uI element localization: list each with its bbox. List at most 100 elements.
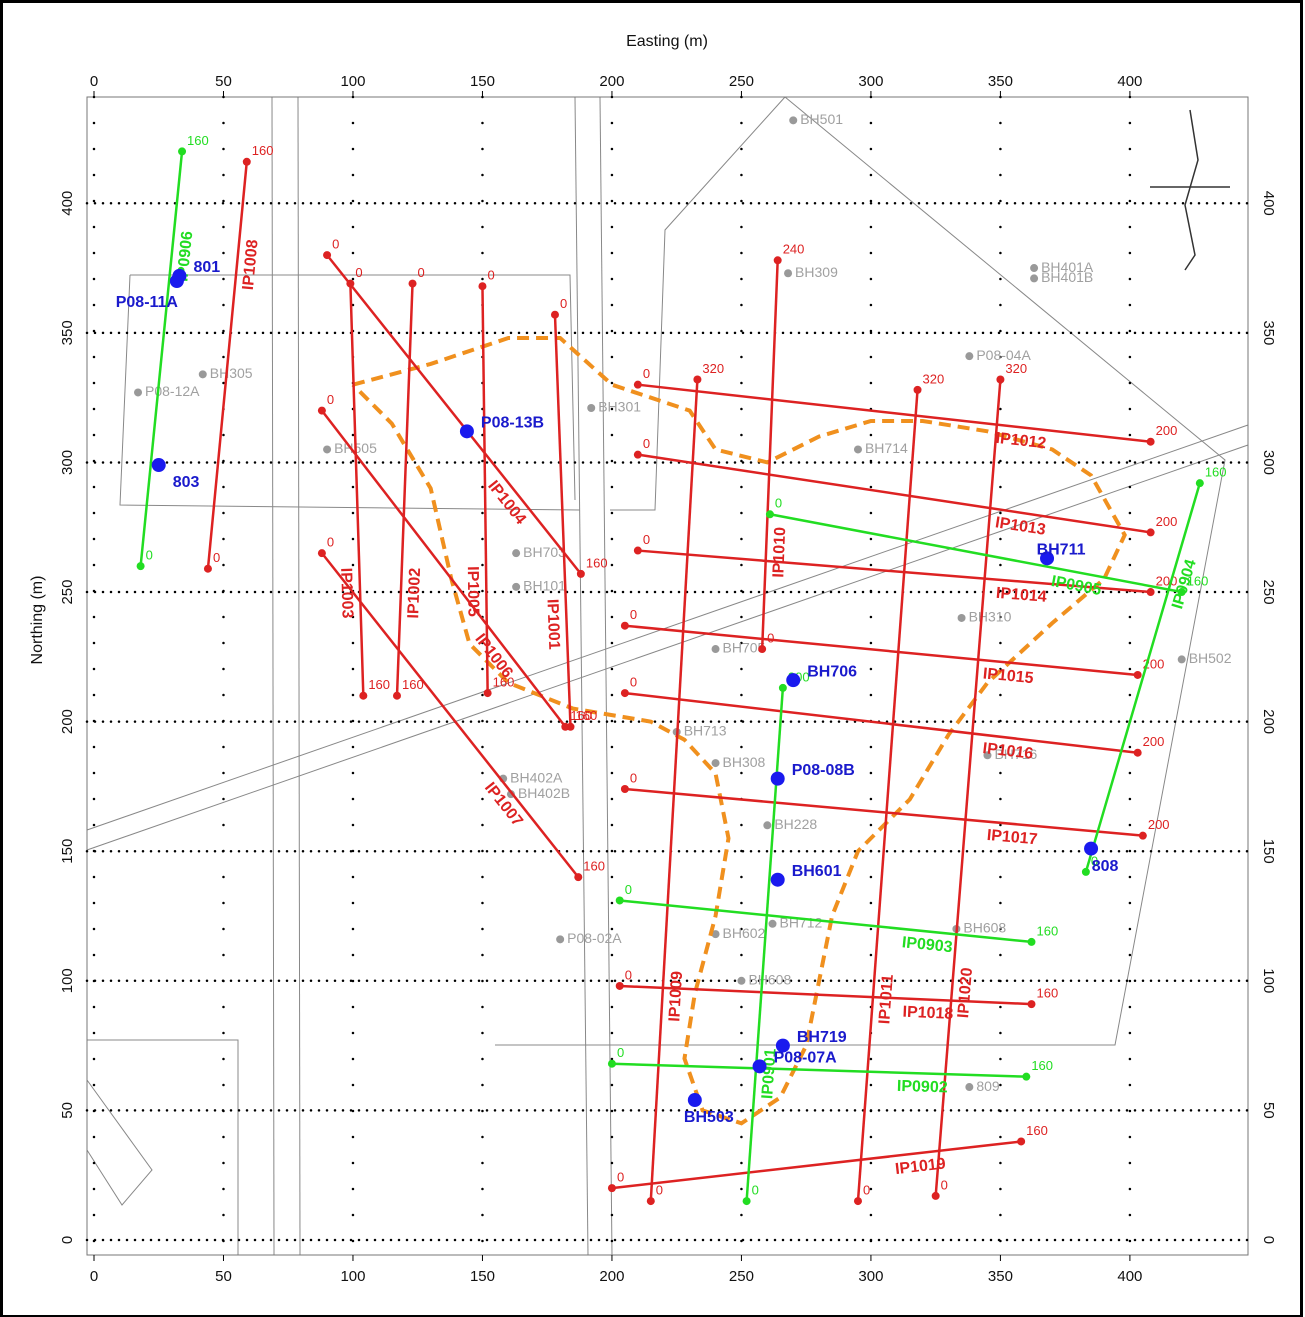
line-name: IP1018 [902,1004,954,1023]
line-vertex [478,282,486,290]
chainage-label: 160 [570,708,592,723]
chainage-label: 0 [643,436,650,451]
feature-point [1178,655,1186,663]
line-name: IP1009 [666,971,686,1023]
x-tick-label: 0 [90,73,98,90]
feature-point [556,935,564,943]
chainage-label: 0 [767,630,774,645]
line-name: IP1001 [543,599,562,650]
borehole-label: P08-11A [116,294,179,311]
y-tick-label: 150 [1260,839,1277,864]
chainage-label: 0 [332,237,339,252]
chainage-label: 160 [583,859,605,874]
borehole-label: BH601 [792,863,842,880]
chainage-label: 0 [643,366,650,381]
chainage-label: 0 [630,770,637,785]
line-vertex [1027,938,1035,946]
borehole [771,873,785,887]
chainage-label: 0 [487,268,494,283]
feature-point [965,1083,973,1091]
line-vertex [621,785,629,793]
y-tick-label: 250 [59,580,76,605]
feature-label: BH101 [523,578,566,594]
line-vertex [409,280,417,288]
line-vertex [1139,832,1147,840]
line-name: IP1002 [405,567,424,618]
feature-point [1030,264,1038,272]
line-vertex [914,386,922,394]
chainage-label: 0 [630,607,637,622]
feature-point [784,269,792,277]
feature-label: BH308 [723,754,766,770]
chainage-label: 160 [586,555,608,570]
line-name: IP1005 [464,566,482,617]
x-axis-title: Easting (m) [626,33,708,50]
line-vertex [996,376,1004,384]
frame [2,2,1302,1317]
borehole-label: P08-07A [774,1050,838,1067]
line-vertex [647,1197,655,1205]
borehole-label: 808 [1092,858,1119,875]
chainage-label: 0 [630,675,637,690]
line-name: IP0902 [897,1078,948,1097]
chainage-label: 0 [656,1183,663,1198]
chainage-label: 320 [702,361,724,376]
line-vertex [932,1192,940,1200]
borehole-label: P08-08B [792,762,855,779]
line-vertex [616,982,624,990]
page: {"map": { "x_label": "Easting (m)", "y_l… [0,0,1305,1317]
chainage-label: 0 [146,548,153,563]
chainage-label: 0 [213,550,220,565]
y-tick-label: 100 [59,968,76,993]
line-vertex [1134,671,1142,679]
chainage-label: 0 [355,265,362,280]
feature-point [965,352,973,360]
chainage-label: 200 [1156,514,1178,529]
feature-label: BH402B [518,785,570,801]
feature-label: BH228 [774,816,817,832]
chainage-label: 160 [252,143,274,158]
chainage-label: 0 [863,1183,870,1198]
y-tick-label: 0 [1260,1236,1277,1244]
feature-label: BH608 [963,920,1006,936]
chainage-label: 160 [1036,923,1058,938]
x-tick-label: 100 [340,1268,365,1285]
line-vertex [393,692,401,700]
line-vertex [1147,528,1155,536]
x-tick-label: 400 [1117,1268,1142,1285]
borehole [1084,842,1098,856]
chainage-label: 160 [187,133,209,148]
y-axis-title: Northing (m) [29,576,46,665]
borehole-label: 803 [173,474,200,491]
y-tick-label: 0 [59,1236,76,1244]
feature-label: 809 [976,1078,1000,1094]
borehole-label: 801 [193,259,220,276]
chainage-label: 160 [1031,1058,1053,1073]
chainage-label: 200 [1156,423,1178,438]
line-name: IP1010 [770,527,789,578]
line-vertex [1196,479,1204,487]
feature-point [763,821,771,829]
feature-point [512,583,520,591]
feature-point [958,614,966,622]
y-tick-label: 400 [59,191,76,216]
chainage-label: 0 [327,535,334,550]
line-vertex [608,1060,616,1068]
chainage-label: 0 [625,882,632,897]
line-vertex [634,547,642,555]
feature-point [512,549,520,557]
chainage-label: 0 [775,496,782,511]
y-tick-label: 400 [1260,191,1277,216]
chainage-label: 0 [617,1045,624,1060]
x-tick-label: 250 [729,1268,754,1285]
x-tick-label: 100 [340,73,365,90]
feature-point [737,977,745,985]
line-vertex [359,692,367,700]
chainage-label: 160 [368,677,390,692]
feature-label: BH608 [748,971,791,987]
borehole-label: BH503 [684,1109,734,1126]
chainage-label: 320 [1005,361,1027,376]
y-tick-label: 150 [59,839,76,864]
x-tick-label: 200 [599,1268,624,1285]
y-tick-label: 300 [1260,450,1277,475]
